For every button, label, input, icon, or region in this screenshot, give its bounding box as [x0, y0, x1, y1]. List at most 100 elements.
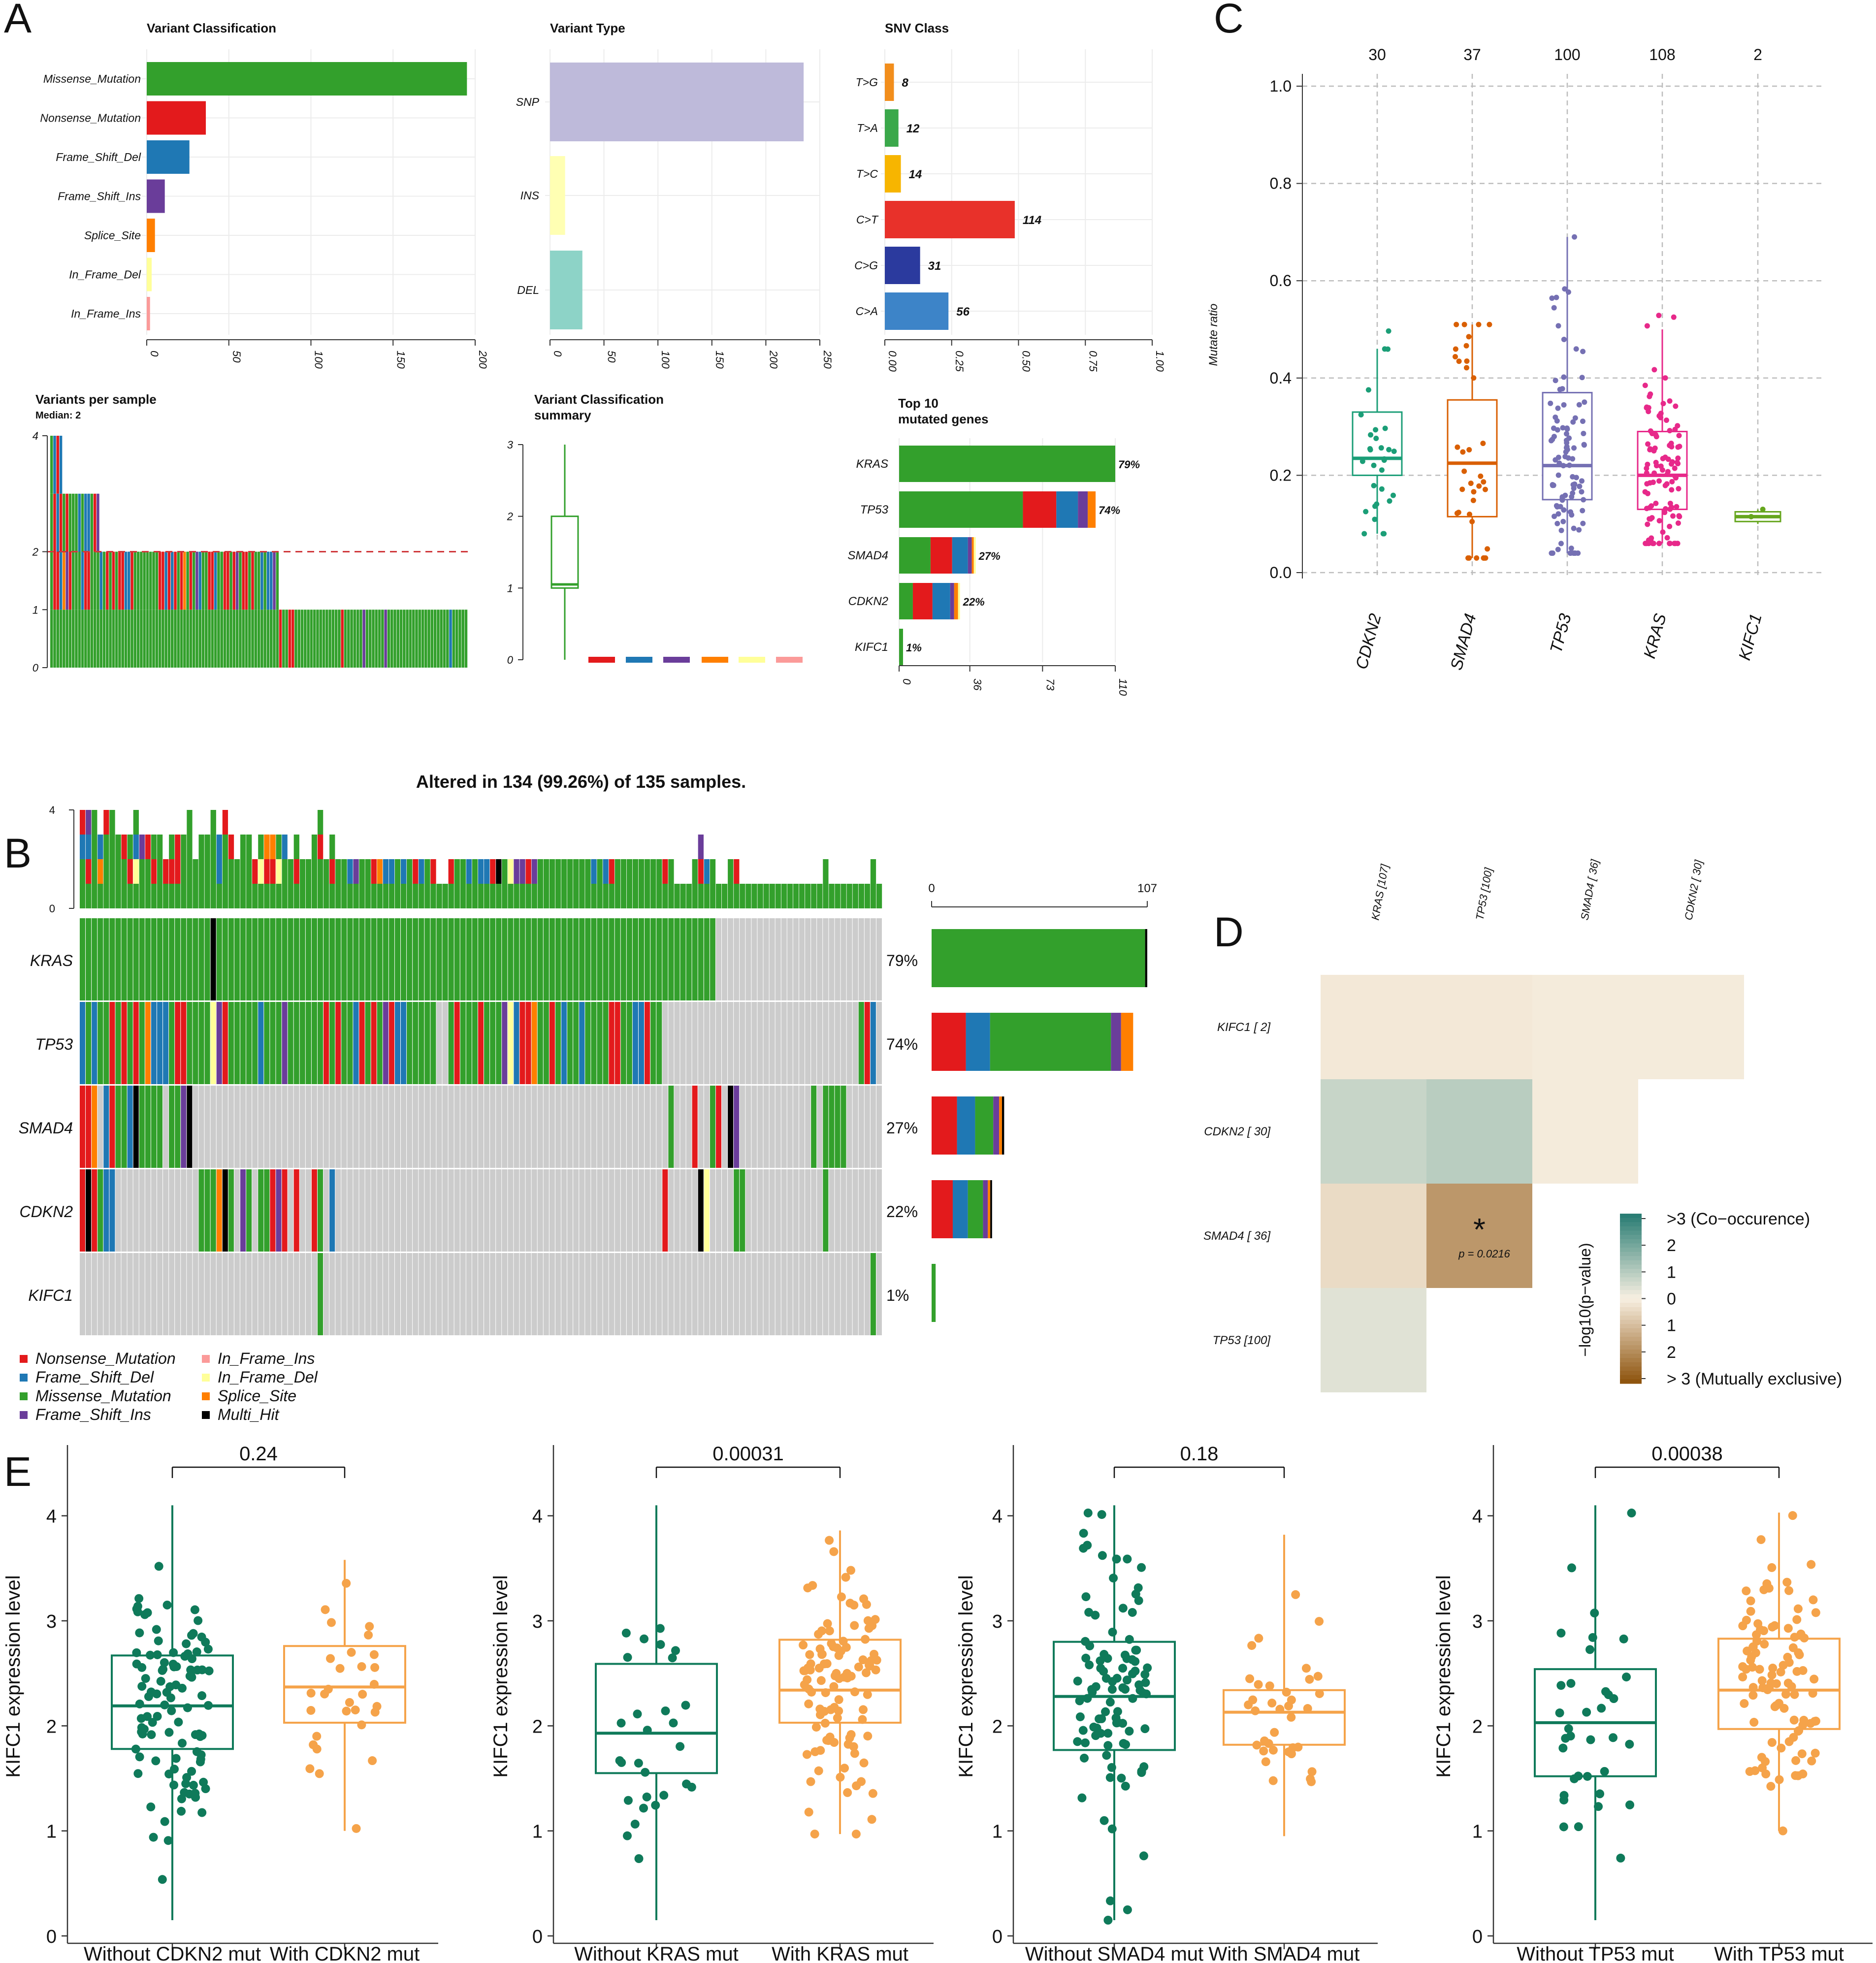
- oncoplot-cell: [133, 918, 139, 1000]
- vps-bar-segment: [136, 610, 140, 668]
- vps-bar-segment: [403, 610, 406, 668]
- oncoplot-cell: [341, 1169, 347, 1252]
- vps-bar-segment: [186, 610, 189, 668]
- expr-point: [821, 1688, 830, 1697]
- oncoplot-cell: [686, 1169, 692, 1252]
- oncoplot-cell: [193, 1086, 198, 1168]
- tmb-bar-segment: [472, 859, 478, 884]
- tmb-bar-segment: [198, 884, 204, 908]
- oncoplot-cell: [745, 918, 751, 1000]
- oncoplot-cell: [228, 1169, 234, 1252]
- tmb-bar-segment: [745, 884, 751, 908]
- tmb-bar-segment: [80, 835, 86, 859]
- vc-category-label: Nonsense_Mutation: [40, 112, 141, 125]
- oncoplot-cell: [80, 1169, 86, 1252]
- top10-bar-segment: [932, 583, 950, 619]
- expr-point: [306, 1688, 316, 1698]
- vps-bar-segment: [97, 610, 99, 668]
- mr-ytick-label: 0.0: [1270, 564, 1292, 581]
- vps-bar-segment: [174, 610, 177, 668]
- oncoplot-cell: [103, 1002, 109, 1084]
- tmb-bar-segment: [454, 859, 460, 884]
- expr-point: [1109, 1574, 1118, 1583]
- oncoplot-cell: [870, 1253, 876, 1335]
- oncoplot-cell: [353, 1086, 359, 1168]
- mr-point: [1572, 234, 1578, 240]
- vps-bar-segment: [368, 610, 372, 668]
- expr-point: [193, 1665, 202, 1674]
- expr-point: [832, 1669, 841, 1678]
- vps-bar-segment: [235, 610, 239, 668]
- mr-point: [1559, 495, 1565, 501]
- oncoplot-cell: [626, 1002, 632, 1084]
- colorbar-step: [1620, 1362, 1642, 1367]
- expr-point: [320, 1689, 329, 1699]
- expr-point: [1313, 1672, 1323, 1681]
- mr-point: [1453, 354, 1458, 359]
- oncoplot-cell: [258, 918, 264, 1000]
- vps-bar-segment: [71, 493, 75, 552]
- tmb-bar-segment: [537, 884, 543, 908]
- expr-ytick-label: 4: [1472, 1507, 1483, 1527]
- snv-bar: [885, 109, 899, 147]
- oncoplot-cell: [92, 1253, 97, 1335]
- tmb-bar-segment: [864, 884, 871, 908]
- vps-bar-segment: [266, 551, 270, 610]
- tmb-bar-segment: [668, 884, 674, 908]
- oncoplot-cell: [537, 1253, 543, 1335]
- mr-point: [1669, 461, 1675, 467]
- tmb-bar-segment: [264, 859, 270, 884]
- mr-n-label: 37: [1463, 46, 1481, 64]
- tmb-bar-segment: [151, 859, 157, 884]
- oncoplot-cell: [799, 1253, 805, 1335]
- colorbar-step: [1620, 1264, 1642, 1269]
- expr-point: [1625, 1739, 1634, 1749]
- mr-point: [1382, 346, 1388, 352]
- expr-pvalue-label: 0.18: [1180, 1443, 1219, 1465]
- top10-title-2: mutated genes: [898, 412, 989, 426]
- expr-point: [140, 1610, 150, 1619]
- expr-point: [1574, 1822, 1583, 1832]
- expr-point: [1125, 1727, 1134, 1736]
- colorbar-label: 1: [1667, 1317, 1676, 1335]
- tmb-bar-segment: [115, 835, 121, 859]
- expr-point: [1107, 1763, 1116, 1772]
- oncoplot-cell: [466, 1169, 472, 1252]
- colorbar-step: [1620, 1366, 1642, 1371]
- expr-point: [201, 1784, 210, 1794]
- oncoplot-cell: [341, 1002, 347, 1084]
- oncoplot-cell: [193, 1253, 198, 1335]
- oncoplot-cell: [811, 1169, 817, 1252]
- tmb-bar-segment: [216, 859, 222, 884]
- tmb-bar-segment: [228, 835, 234, 859]
- top10-bar-segment: [952, 537, 968, 574]
- snv-xtick-label: 1.00: [1154, 351, 1166, 372]
- vps-bar-segment: [276, 610, 279, 668]
- expr-point: [1559, 1795, 1569, 1804]
- vcs-ytick-label: 2: [507, 511, 513, 523]
- vps-bar-segment: [269, 551, 273, 610]
- vps-bar-segment: [328, 610, 331, 668]
- colorbar-step: [1620, 1235, 1642, 1240]
- vps-bar-segment: [146, 610, 149, 668]
- vt-category-label: SNP: [516, 96, 540, 108]
- oncoplot-cell: [835, 918, 841, 1000]
- mr-point: [1667, 428, 1673, 434]
- oncoplot-cell: [335, 1002, 341, 1084]
- tmb-ytick-label: 4: [49, 804, 55, 816]
- oncoplot-cell: [293, 1253, 299, 1335]
- vps-bar-segment: [59, 610, 63, 668]
- tmb-bar-segment: [139, 884, 145, 908]
- vps-bar-segment: [242, 610, 245, 668]
- vps-bar-segment: [106, 610, 109, 668]
- tmb-bar-segment: [876, 884, 882, 908]
- expr-xtick-label: With CDKN2 mut: [270, 1943, 420, 1963]
- oncoplot-cell: [722, 1086, 728, 1168]
- mr-point: [1565, 455, 1571, 461]
- vps-bar-segment: [424, 610, 427, 668]
- vps-bar-segment: [56, 610, 60, 668]
- oncoplot-cell: [852, 1169, 858, 1252]
- expr-point: [851, 1830, 861, 1839]
- expr-point: [859, 1705, 868, 1714]
- oncoplot-cell: [365, 1086, 371, 1168]
